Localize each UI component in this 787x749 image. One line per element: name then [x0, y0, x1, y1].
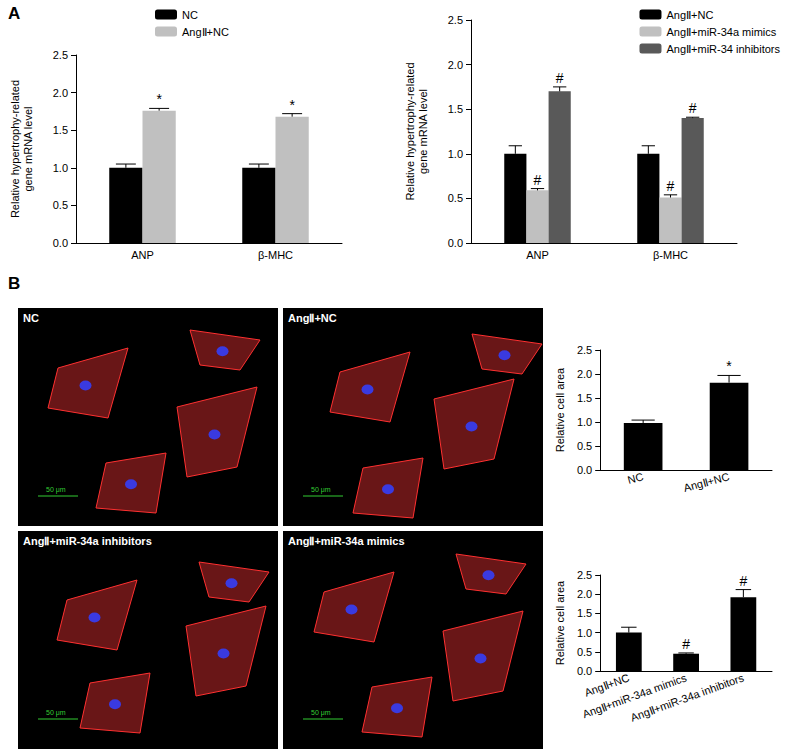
html-text:A: A — [8, 4, 21, 23]
html-text:AngⅡ+miR-34a mimics: AngⅡ+miR-34a mimics — [288, 535, 405, 547]
svg-text:2.5: 2.5 — [448, 14, 463, 26]
svg-text:AngⅡ+NC: AngⅡ+NC — [682, 470, 730, 494]
svg-text:#: # — [556, 70, 564, 86]
svg-text:2.5: 2.5 — [53, 49, 68, 61]
svg-text:Relative cell area: Relative cell area — [554, 580, 566, 665]
svg-text:2.0: 2.0 — [448, 59, 463, 71]
svg-text:0.0: 0.0 — [448, 237, 463, 249]
svg-text:2.5: 2.5 — [577, 344, 592, 356]
svg-text:NC: NC — [182, 9, 198, 21]
svg-text:0.5: 0.5 — [577, 440, 592, 452]
svg-text:*: * — [726, 358, 732, 374]
html-text:50 μm: 50 μm — [46, 709, 66, 716]
html-text:AngⅡ+miR-34a inhibitors: AngⅡ+miR-34a inhibitors — [23, 535, 152, 547]
html-text:50 μm: 50 μm — [46, 486, 66, 493]
html-text:NC: NC — [23, 312, 39, 324]
svg-text:AngⅡ+NC: AngⅡ+NC — [666, 9, 713, 21]
svg-text:Relative hypertrophy-related: Relative hypertrophy-related — [404, 62, 416, 200]
svg-text:*: * — [156, 91, 162, 107]
svg-text:1.5: 1.5 — [577, 392, 592, 404]
svg-text:1.5: 1.5 — [577, 607, 592, 619]
svg-text:gene mRNA level: gene mRNA level — [417, 89, 429, 174]
svg-text:1.0: 1.0 — [577, 627, 592, 639]
svg-text:2.5: 2.5 — [577, 569, 592, 581]
svg-text:gene mRNA level: gene mRNA level — [22, 107, 34, 192]
svg-text:AngⅡ+miR-34a mimics: AngⅡ+miR-34a mimics — [580, 671, 689, 721]
svg-text:1.5: 1.5 — [448, 103, 463, 115]
svg-text:0.5: 0.5 — [448, 192, 463, 204]
html-text:AngⅡ+NC: AngⅡ+NC — [288, 312, 337, 324]
svg-text:β-MHC: β-MHC — [653, 249, 688, 261]
svg-text:2.0: 2.0 — [53, 87, 68, 99]
svg-text:2.0: 2.0 — [577, 368, 592, 380]
svg-text:1.0: 1.0 — [448, 148, 463, 160]
svg-text:AngⅡ+NC: AngⅡ+NC — [182, 26, 229, 38]
svg-text:1.5: 1.5 — [53, 124, 68, 136]
svg-text:0.5: 0.5 — [53, 199, 68, 211]
svg-text:Relative cell area: Relative cell area — [554, 367, 566, 452]
html-text:50 μm: 50 μm — [311, 486, 331, 493]
svg-text:2.0: 2.0 — [577, 588, 592, 600]
svg-text:ANP: ANP — [131, 249, 154, 261]
svg-text:#: # — [739, 573, 747, 589]
svg-text:1.0: 1.0 — [577, 416, 592, 428]
html-text:B: B — [8, 274, 21, 293]
svg-text:ANP: ANP — [526, 249, 549, 261]
svg-text:#: # — [667, 178, 675, 194]
svg-text:#: # — [682, 636, 690, 652]
svg-text:#: # — [689, 100, 697, 116]
svg-text:AngⅡ+miR-34a mimics: AngⅡ+miR-34a mimics — [666, 26, 776, 38]
svg-text:*: * — [289, 97, 295, 113]
svg-text:Relative hypertrophy-related: Relative hypertrophy-related — [9, 80, 21, 218]
svg-text:0.0: 0.0 — [577, 665, 592, 677]
svg-text:NC: NC — [626, 470, 645, 486]
html-text:50 μm: 50 μm — [311, 709, 331, 716]
svg-text:β-MHC: β-MHC — [258, 249, 293, 261]
svg-text:AngⅡ+miR-34 inhibitors: AngⅡ+miR-34 inhibitors — [666, 43, 780, 55]
svg-text:1.0: 1.0 — [53, 162, 68, 174]
svg-text:0.5: 0.5 — [577, 646, 592, 658]
svg-text:0.0: 0.0 — [577, 464, 592, 476]
svg-text:0.0: 0.0 — [53, 237, 68, 249]
svg-text:#: # — [534, 172, 542, 188]
svg-text:AngⅡ+NC: AngⅡ+NC — [582, 671, 631, 699]
svg-text:AngⅡ+miR-34a inhibitors: AngⅡ+miR-34a inhibitors — [629, 671, 746, 723]
